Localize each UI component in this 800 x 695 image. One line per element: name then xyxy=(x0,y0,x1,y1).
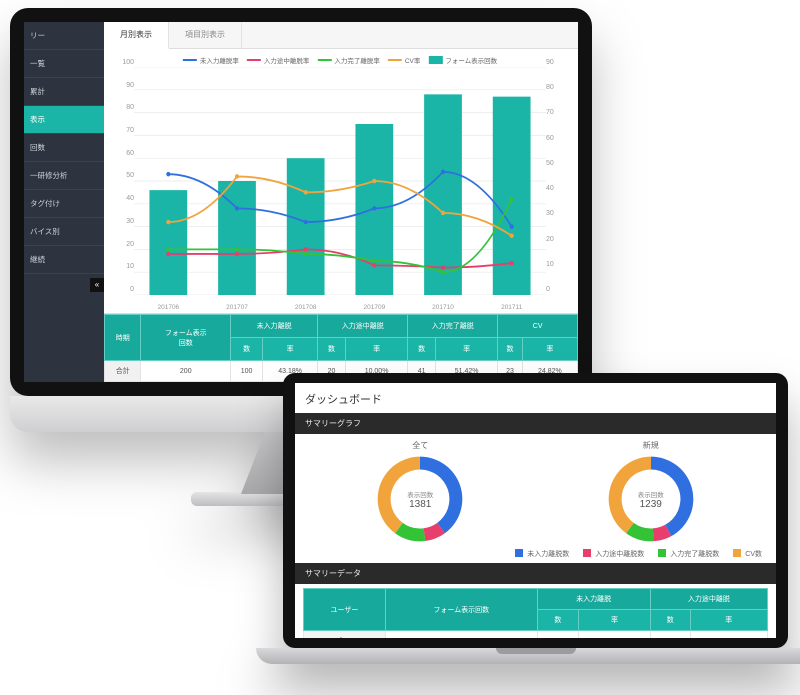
bar-2 xyxy=(287,158,325,295)
section-header-graph: サマリーグラフ xyxy=(295,413,776,434)
xtick: 201706 xyxy=(134,304,203,311)
donut-center: 表示回数1239 xyxy=(605,453,697,545)
xtick: 201708 xyxy=(271,304,340,311)
donut-caption: 全て xyxy=(374,440,466,451)
table: 時期フォーム表示回数未入力離脱入力途中離脱入力完了離脱CV数率数率数率数率合計2… xyxy=(104,314,578,382)
donut-1: 新規 表示回数1239 xyxy=(605,440,697,545)
legend-item: 入力途中離脱数 xyxy=(583,549,644,559)
sidebar-item-6[interactable]: タグ付け xyxy=(24,190,104,218)
sidebar-collapse-button[interactable]: « xyxy=(90,278,104,292)
macbook-device: ダッシュボード サマリーグラフ 全て 表示回数1381 新規 表示回数1239 … xyxy=(283,373,788,664)
chart-area: 1009080706050403020100 未入力離脱率入力途中離脱率入力完了… xyxy=(104,49,578,313)
legend-item: 入力完了離脱率 xyxy=(317,55,380,65)
legend-item: 入力完了離脱数 xyxy=(658,549,719,559)
legend-item: 未入力離脱率 xyxy=(183,55,239,65)
summary-data-table: ユーザーフォーム表示回数未入力離脱入力途中離脱数率数率全て138137828.1… xyxy=(303,588,768,638)
tab-0[interactable]: 月別表示 xyxy=(104,22,169,49)
xtick: 201711 xyxy=(477,304,546,311)
legend-item: 未入力離脱数 xyxy=(515,549,569,559)
section-header-data: サマリーデータ xyxy=(295,563,776,584)
chart-svg xyxy=(134,67,546,295)
page-title: ダッシュボード xyxy=(295,383,776,413)
sidebar-item-1[interactable]: 一覧 xyxy=(24,50,104,78)
tabs: 月別表示項目別表示 xyxy=(104,22,578,49)
sidebar-item-7[interactable]: バイス別 xyxy=(24,218,104,246)
donut-caption: 新規 xyxy=(605,440,697,451)
sidebar-item-5[interactable]: 一研修分析 xyxy=(24,162,104,190)
legend-item: 入力途中離脱率 xyxy=(247,55,310,65)
xtick: 201707 xyxy=(203,304,272,311)
legend-item: フォーム表示回数 xyxy=(428,55,497,65)
imac-screen: リー一覧累計表示回数一研修分析タグ付けバイス別継続 « 月別表示項目別表示 100… xyxy=(24,22,578,382)
sidebar-item-8[interactable]: 継続 xyxy=(24,246,104,274)
macbook-screen: ダッシュボード サマリーグラフ 全て 表示回数1381 新規 表示回数1239 … xyxy=(295,383,776,638)
donut-center: 表示回数1381 xyxy=(374,453,466,545)
y-axis-left: 1009080706050403020100 xyxy=(112,55,134,309)
main-panel: 月別表示項目別表示 1009080706050403020100 未入力離脱率入… xyxy=(104,22,578,382)
macbook-base xyxy=(256,648,800,664)
summary-table: 時期フォーム表示回数未入力離脱入力途中離脱入力完了離脱CV数率数率数率数率合計2… xyxy=(104,313,578,382)
xtick: 201709 xyxy=(340,304,409,311)
x-axis-ticks: 201706201707201708201709201710201711 xyxy=(134,304,546,311)
donut-legend: 未入力離脱数 入力途中離脱数 入力完了離脱数 CV数 xyxy=(295,547,776,563)
bar-1 xyxy=(218,181,256,295)
sidebar-item-2[interactable]: 累計 xyxy=(24,78,104,106)
chart-legend: 未入力離脱率入力途中離脱率入力完了離脱率 CV率フォーム表示回数 xyxy=(181,55,499,65)
xtick: 201710 xyxy=(409,304,478,311)
bar-4 xyxy=(424,94,462,295)
bar-0 xyxy=(149,190,187,295)
sidebar-item-0[interactable]: リー xyxy=(24,22,104,50)
sidebar: リー一覧累計表示回数一研修分析タグ付けバイス別継続 « xyxy=(24,22,104,382)
legend-item: CV率 xyxy=(388,55,421,65)
sidebar-item-4[interactable]: 回数 xyxy=(24,134,104,162)
y-axis-right: 9080706050403020100 xyxy=(546,55,568,309)
imac-bezel: リー一覧累計表示回数一研修分析タグ付けバイス別継続 « 月別表示項目別表示 100… xyxy=(10,8,592,396)
plot: 未入力離脱率入力途中離脱率入力完了離脱率CV率フォーム表示回数 20170620… xyxy=(134,55,546,309)
macbook-bezel: ダッシュボード サマリーグラフ 全て 表示回数1381 新規 表示回数1239 … xyxy=(283,373,788,648)
tab-1[interactable]: 項目別表示 xyxy=(169,22,242,48)
legend-item: CV数 xyxy=(733,549,762,559)
sidebar-item-3[interactable]: 表示 xyxy=(24,106,104,134)
donut-row: 全て 表示回数1381 新規 表示回数1239 xyxy=(295,434,776,547)
donut-0: 全て 表示回数1381 xyxy=(374,440,466,545)
